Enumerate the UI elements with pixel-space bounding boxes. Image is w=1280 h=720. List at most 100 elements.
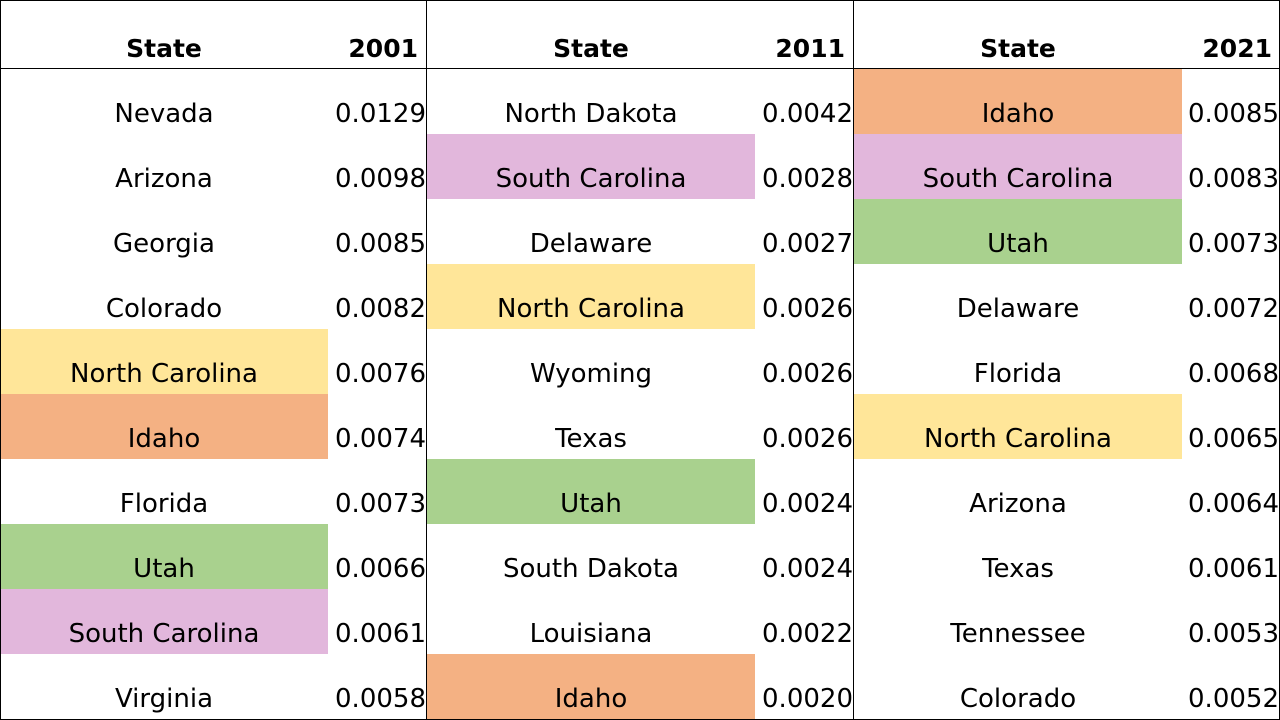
column-header-state: State bbox=[980, 34, 1056, 63]
column-header-year: 2001 bbox=[348, 34, 418, 63]
value-cell: 0.0042 bbox=[762, 99, 853, 129]
value-cell: 0.0061 bbox=[1188, 554, 1279, 584]
state-cell: Florida bbox=[119, 489, 209, 519]
value-cell: 0.0074 bbox=[335, 424, 426, 454]
value-cell: 0.0061 bbox=[335, 619, 426, 649]
table-row: North Carolina 0.0026 bbox=[427, 264, 854, 329]
table-row: Arizona 0.0098 bbox=[0, 134, 427, 199]
value-cell: 0.0085 bbox=[335, 229, 426, 259]
column-divider bbox=[426, 0, 427, 720]
table-row: North Carolina 0.0076 bbox=[0, 329, 427, 394]
table-2001: State 2001 Nevada 0.0129 Arizona 0.0098 Geor… bbox=[0, 0, 427, 720]
value-cell: 0.0082 bbox=[335, 294, 426, 324]
table-row: Louisiana 0.0022 bbox=[427, 589, 854, 654]
state-cell: Florida bbox=[973, 359, 1063, 389]
value-cell: 0.0028 bbox=[762, 164, 853, 194]
column-header-state: State bbox=[553, 34, 629, 63]
value-cell: 0.0058 bbox=[335, 684, 426, 714]
table-row: Florida 0.0068 bbox=[854, 329, 1280, 394]
state-cell: Arizona bbox=[115, 164, 213, 194]
table-row: Virginia 0.0058 bbox=[0, 654, 427, 719]
state-cell: South Carolina bbox=[0, 589, 328, 654]
table-row: South Carolina 0.0028 bbox=[427, 134, 854, 199]
state-cell: North Carolina bbox=[0, 329, 328, 394]
state-cell: Idaho bbox=[0, 394, 328, 459]
value-cell: 0.0065 bbox=[1188, 424, 1279, 454]
state-cell: Idaho bbox=[427, 654, 755, 719]
table-row: North Carolina 0.0065 bbox=[854, 394, 1280, 459]
table-2011: State 2011 North Dakota 0.0042 South Carol… bbox=[427, 0, 854, 720]
state-cell: Colorado bbox=[959, 684, 1077, 714]
table-row: Wyoming 0.0026 bbox=[427, 329, 854, 394]
value-cell: 0.0026 bbox=[762, 359, 853, 389]
header-divider bbox=[0, 68, 1280, 69]
table-row: Georgia 0.0085 bbox=[0, 199, 427, 264]
value-cell: 0.0083 bbox=[1188, 164, 1279, 194]
state-cell: Texas bbox=[555, 424, 627, 454]
value-cell: 0.0085 bbox=[1188, 99, 1279, 129]
value-cell: 0.0073 bbox=[1188, 229, 1279, 259]
table-row: Idaho 0.0074 bbox=[0, 394, 427, 459]
table-row: South Dakota 0.0024 bbox=[427, 524, 854, 589]
value-cell: 0.0064 bbox=[1188, 489, 1279, 519]
state-cell: Georgia bbox=[113, 229, 215, 259]
value-cell: 0.0027 bbox=[762, 229, 853, 259]
value-cell: 0.0024 bbox=[762, 554, 853, 584]
table-row: Colorado 0.0082 bbox=[0, 264, 427, 329]
table-row: Nevada 0.0129 bbox=[0, 69, 427, 134]
state-cell: Utah bbox=[854, 199, 1182, 264]
state-cell: Delaware bbox=[956, 294, 1080, 324]
table-row: Utah 0.0066 bbox=[0, 524, 427, 589]
state-cell: Idaho bbox=[854, 69, 1182, 134]
state-cell: North Carolina bbox=[854, 394, 1182, 459]
table-row: Utah 0.0024 bbox=[427, 459, 854, 524]
table-row: Colorado 0.0052 bbox=[854, 654, 1280, 719]
value-cell: 0.0024 bbox=[762, 489, 853, 519]
state-cell: South Carolina bbox=[854, 134, 1182, 199]
value-cell: 0.0053 bbox=[1188, 619, 1279, 649]
value-cell: 0.0020 bbox=[762, 684, 853, 714]
column-header-year: 2021 bbox=[1202, 34, 1272, 63]
state-cell: South Carolina bbox=[427, 134, 755, 199]
table-row: Delaware 0.0072 bbox=[854, 264, 1280, 329]
value-cell: 0.0026 bbox=[762, 424, 853, 454]
table-row: Idaho 0.0020 bbox=[427, 654, 854, 719]
value-cell: 0.0076 bbox=[335, 359, 426, 389]
table-row: Arizona 0.0064 bbox=[854, 459, 1280, 524]
table-row: Texas 0.0026 bbox=[427, 394, 854, 459]
table-row: Idaho 0.0085 bbox=[854, 69, 1280, 134]
table-row: Utah 0.0073 bbox=[854, 199, 1280, 264]
table-2021: State 2021 Idaho 0.0085 South Carolina 0.00… bbox=[854, 0, 1280, 720]
state-cell: Tennessee bbox=[950, 619, 1086, 649]
state-cell: Colorado bbox=[105, 294, 223, 324]
value-cell: 0.0026 bbox=[762, 294, 853, 324]
state-cell: Texas bbox=[982, 554, 1054, 584]
state-cell: Virginia bbox=[114, 684, 214, 714]
state-cell: Louisiana bbox=[529, 619, 653, 649]
value-cell: 0.0072 bbox=[1188, 294, 1279, 324]
value-cell: 0.0068 bbox=[1188, 359, 1279, 389]
table-row: Tennessee 0.0053 bbox=[854, 589, 1280, 654]
state-cell: Nevada bbox=[114, 99, 214, 129]
value-cell: 0.0052 bbox=[1188, 684, 1279, 714]
state-cell: Delaware bbox=[529, 229, 653, 259]
table-row: Delaware 0.0027 bbox=[427, 199, 854, 264]
column-header-year: 2011 bbox=[775, 34, 845, 63]
state-cell: Utah bbox=[427, 459, 755, 524]
state-cell: South Dakota bbox=[503, 554, 679, 584]
table-row: South Carolina 0.0061 bbox=[0, 589, 427, 654]
table-row: South Carolina 0.0083 bbox=[854, 134, 1280, 199]
value-cell: 0.0129 bbox=[335, 99, 426, 129]
table-row: Texas 0.0061 bbox=[854, 524, 1280, 589]
value-cell: 0.0022 bbox=[762, 619, 853, 649]
state-cell: Arizona bbox=[969, 489, 1067, 519]
state-cell: North Dakota bbox=[504, 99, 678, 129]
value-cell: 0.0066 bbox=[335, 554, 426, 584]
value-cell: 0.0098 bbox=[335, 164, 426, 194]
column-header-state: State bbox=[126, 34, 202, 63]
state-cell: Wyoming bbox=[529, 359, 653, 389]
table-row: Florida 0.0073 bbox=[0, 459, 427, 524]
table-row: North Dakota 0.0042 bbox=[427, 69, 854, 134]
